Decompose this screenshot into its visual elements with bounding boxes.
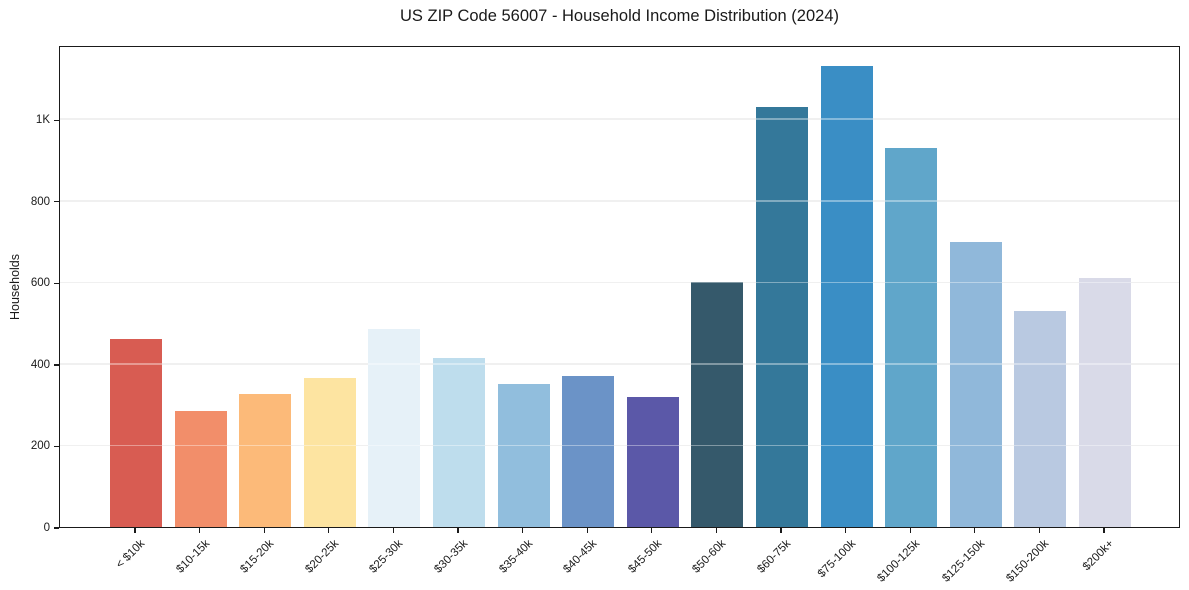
ytick-label-0: 0: [43, 522, 50, 534]
gridline-y-600: [60, 281, 1179, 284]
xtick-mark-$150-200k: [1038, 528, 1041, 533]
gridline-y-400: [60, 363, 1179, 365]
ytick-label-400: 400: [30, 358, 50, 371]
bar-$125-150k: [949, 241, 1002, 527]
xtick-mark-$100-125k: [909, 528, 911, 533]
gridline-y-200: [60, 444, 1179, 447]
xtick-mark-$15-20k: [263, 528, 265, 533]
bar-$20-25k: [303, 378, 356, 527]
ytick-mark-200: [54, 445, 59, 448]
gridline-overlay-y-200: [60, 444, 1179, 447]
bar-$45-50k: [626, 396, 679, 527]
gridline-overlay-y-400: [60, 363, 1179, 365]
xtick-mark-< $10k: [134, 528, 136, 533]
gridline-y-800: [60, 199, 1179, 202]
xtick-mark-$35-40k: [521, 528, 524, 533]
bar-$15-20k: [239, 394, 292, 527]
xtick-label-< $10k: < $10k: [114, 537, 148, 571]
gridline-overlay-y-800: [60, 199, 1179, 202]
ytick-mark-400: [54, 364, 59, 366]
xtick-mark-$125-150k: [974, 528, 976, 533]
chart-title: US ZIP Code 56007 - Household Income Dis…: [399, 7, 839, 25]
bar-$25-30k: [368, 329, 421, 527]
gridline-y-1K: [60, 118, 1179, 121]
bar-$75-100k: [820, 66, 873, 527]
ytick-mark-800: [54, 201, 59, 203]
xtick-mark-$60-75k: [780, 528, 782, 533]
gridline-overlay-y-600: [60, 281, 1179, 284]
xtick-mark-$25-30k: [392, 528, 395, 533]
xtick-mark-$45-50k: [651, 528, 653, 533]
ytick-mark-1K: [54, 119, 59, 121]
bar-$200k+: [1079, 278, 1131, 527]
ytick-mark-0: [54, 527, 59, 529]
bar-$150-200k: [1014, 310, 1067, 527]
xtick-mark-$50-60k: [715, 528, 718, 533]
xtick-mark-$30-35k: [457, 528, 459, 533]
ytick-mark-600: [54, 282, 59, 285]
xtick-mark-$20-25k: [328, 528, 330, 533]
bar-$50-60k: [691, 282, 744, 527]
xtick-mark-$75-100k: [844, 528, 847, 533]
xtick-mark-$200k+: [1103, 528, 1105, 533]
ytick-label-200: 200: [30, 440, 50, 453]
ytick-label-1K: 1K: [35, 114, 50, 127]
ytick-label-800: 800: [30, 195, 50, 208]
gridline-overlay-y-1K: [60, 118, 1179, 121]
bar-$30-35k: [433, 357, 485, 527]
xtick-mark-$40-45k: [586, 528, 588, 533]
bar-< $10k: [110, 339, 162, 527]
plot-area: [59, 46, 1180, 528]
bar-$10-15k: [174, 410, 227, 527]
bar-$60-75k: [756, 106, 808, 527]
ytick-label-600: 600: [30, 277, 50, 290]
bar-$100-125k: [885, 147, 938, 527]
xtick-mark-$10-15k: [198, 528, 201, 533]
bar-$35-40k: [497, 384, 550, 527]
bar-$40-45k: [562, 376, 615, 527]
